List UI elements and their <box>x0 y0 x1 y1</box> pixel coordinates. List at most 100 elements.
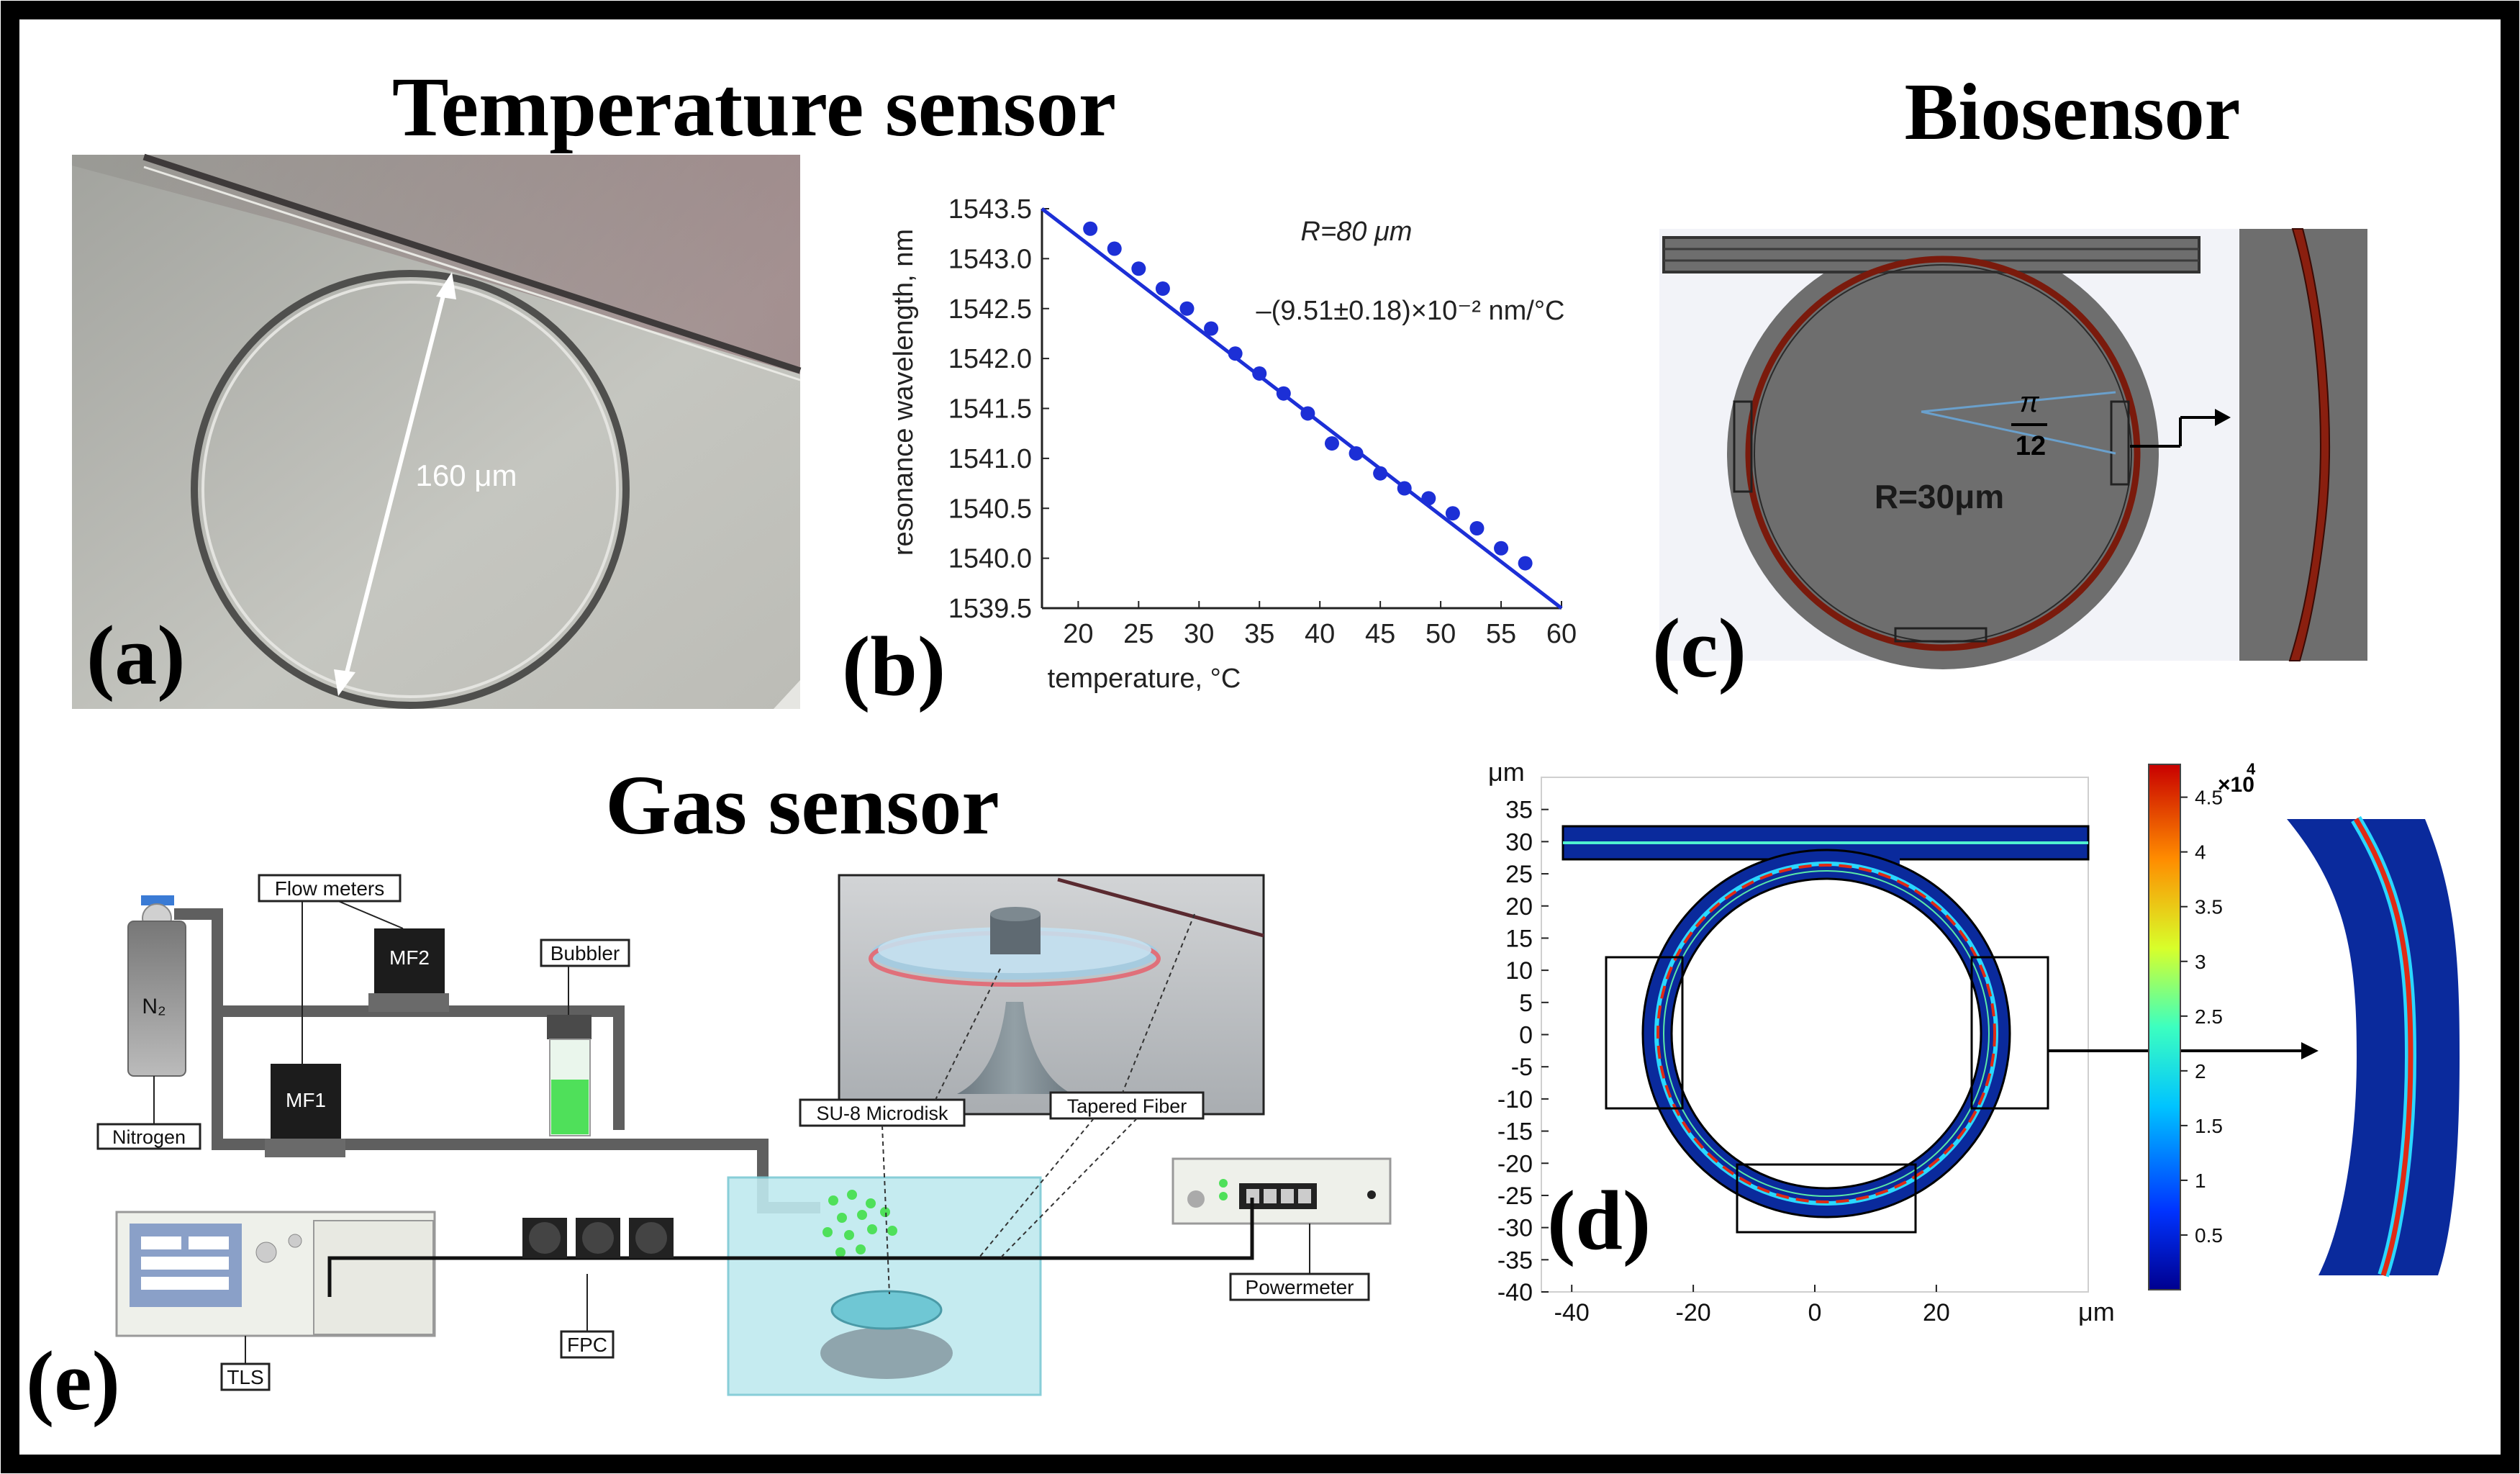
data-point <box>1445 506 1460 521</box>
cylinder-valve <box>141 895 174 905</box>
data-point <box>1421 491 1436 506</box>
su8-label: SU-8 Microdisk <box>816 1103 948 1124</box>
panel-label-d: (d) <box>1547 1173 1651 1267</box>
label-box-nitrogen <box>96 1123 201 1150</box>
x-tick-label-d: -40 <box>1554 1299 1590 1326</box>
y-tick-label-d: -10 <box>1497 1086 1533 1113</box>
x-tick-label: 40 <box>1305 619 1335 649</box>
y-tick-label-d: -25 <box>1497 1183 1533 1210</box>
label-box-flow-meters <box>258 874 402 903</box>
x-tick-label: 55 <box>1486 619 1516 649</box>
fiber-tls-to-chamber <box>327 1256 777 1260</box>
gas-molecules <box>822 1190 897 1257</box>
powermeter-label: Powermeter <box>1246 1276 1354 1298</box>
colorbar-tick-label: 2 <box>2195 1060 2206 1082</box>
mode-field-ring <box>1656 864 1996 1203</box>
panel-label-e: (e) <box>26 1334 120 1428</box>
y-tick-label-d: 10 <box>1505 957 1533 985</box>
zoom-box-bottom <box>1894 627 1988 643</box>
ring-zoom-c <box>2288 228 2330 661</box>
fpc-controller <box>522 1218 674 1258</box>
colorbar-multiplier: ×10 <box>2218 773 2254 797</box>
label-box-powermeter <box>1229 1272 1370 1301</box>
flow-meters-label: Flow meters <box>275 877 384 900</box>
data-point <box>1228 346 1243 361</box>
zoom-box-d-bottom <box>1736 1163 1917 1234</box>
colorbar-tick-label: 4 <box>2195 841 2206 864</box>
mode-field-zoom <box>2354 818 2414 1277</box>
x-tick-label-d: 20 <box>1923 1299 1950 1326</box>
colorbar <box>2148 764 2181 1290</box>
mf1-label: MF1 <box>286 1089 326 1111</box>
zoom-arrow-d <box>2301 1042 2319 1059</box>
y-axis-label: resonance wavelength, nm <box>889 229 919 556</box>
diameter-label: 160 μm <box>416 458 517 492</box>
microdisk-in-chamber <box>830 1290 943 1330</box>
x-tick-label: 50 <box>1426 619 1456 649</box>
data-point <box>1373 466 1388 481</box>
label-box-fpc <box>560 1330 615 1359</box>
microring-outer <box>191 270 630 709</box>
y-tick-label-d: 15 <box>1505 925 1533 952</box>
diameter-arrow-line <box>342 284 448 684</box>
zoom-inset-d <box>2287 819 2460 1275</box>
data-point <box>1349 446 1364 461</box>
bus-waveguide-c <box>1662 236 2201 273</box>
nitrogen-cylinder <box>127 921 186 1077</box>
radius-label: R=30μm <box>1875 478 2004 515</box>
y-tick-label-d: 0 <box>1519 1022 1533 1049</box>
y-tick-label-d: 35 <box>1505 797 1533 824</box>
colorbar-tick-label: 1 <box>2195 1170 2206 1192</box>
panel-label-a: (a) <box>86 608 186 702</box>
data-point <box>1494 541 1509 556</box>
flow-meter-mf2 <box>374 928 445 995</box>
y-tick-label: 1540.0 <box>948 544 1032 574</box>
fpc-label: FPC <box>567 1334 607 1356</box>
y-tick-label-d: -5 <box>1511 1054 1533 1081</box>
x-tick-label-d: 0 <box>1808 1299 1822 1326</box>
y-tick-label: 1540.5 <box>948 494 1032 524</box>
panel-c-schematic: π 12 R=30μm (c) <box>1652 228 2367 695</box>
y-tick-label: 1542.0 <box>948 344 1032 374</box>
data-point <box>1155 281 1170 296</box>
x-tick-label: 25 <box>1123 619 1154 649</box>
x-tick-label-d: -20 <box>1676 1299 1711 1326</box>
ring-trace <box>1745 256 2141 651</box>
tls-label: TLS <box>227 1366 263 1388</box>
data-point <box>1204 321 1219 336</box>
y-tick-label-d: -15 <box>1497 1118 1533 1146</box>
panel-a-micrograph: 160 μm (a) <box>72 153 802 709</box>
angle-numerator: π <box>2020 386 2040 418</box>
flow-meter-mf1 <box>271 1064 341 1141</box>
y-unit-label-d: μm <box>1488 757 1525 787</box>
y-tick-label: 1539.5 <box>948 594 1032 624</box>
y-tick-label-d: -40 <box>1497 1279 1533 1306</box>
data-point <box>1324 436 1339 451</box>
disk-body <box>1727 238 2159 669</box>
zoom-box-left <box>1733 400 1753 493</box>
label-box-tls <box>220 1362 271 1391</box>
x-unit-label-d: μm <box>2078 1297 2115 1326</box>
data-point <box>1469 521 1485 535</box>
panel-label-c: (c) <box>1652 601 1746 695</box>
y-tick-label: 1542.5 <box>948 294 1032 325</box>
colorbar-exponent: 4 <box>2247 760 2256 778</box>
fiber-label: Tapered Fiber <box>1067 1095 1187 1117</box>
y-tick-label-d: 25 <box>1505 861 1533 888</box>
render-tapered-fiber <box>1057 877 1264 938</box>
title-biosensor: Biosensor <box>1905 68 2241 157</box>
y-tick-label-d: -30 <box>1497 1215 1533 1242</box>
panel-e-setup: N₂ Nitrogen MF2 MF1 Flow meters Bubbler <box>26 874 1392 1428</box>
panel-b-chart: R=80 μm –(9.51±0.18)×10⁻² nm/°C temperat… <box>842 194 1577 713</box>
fiber-to-powermeter <box>1041 1198 1254 1260</box>
annotation-radius: R=80 μm <box>1301 217 1413 247</box>
y-tick-label: 1543.0 <box>948 244 1032 274</box>
fit-line <box>1041 207 1563 610</box>
data-point <box>1179 301 1195 316</box>
disk-hole <box>1670 877 1982 1190</box>
mf2-label: MF2 <box>389 946 430 969</box>
colorbar-tick-label: 4.5 <box>2195 787 2223 809</box>
zoom-inset-c <box>2239 229 2367 661</box>
render-pedestal <box>957 1002 1072 1094</box>
